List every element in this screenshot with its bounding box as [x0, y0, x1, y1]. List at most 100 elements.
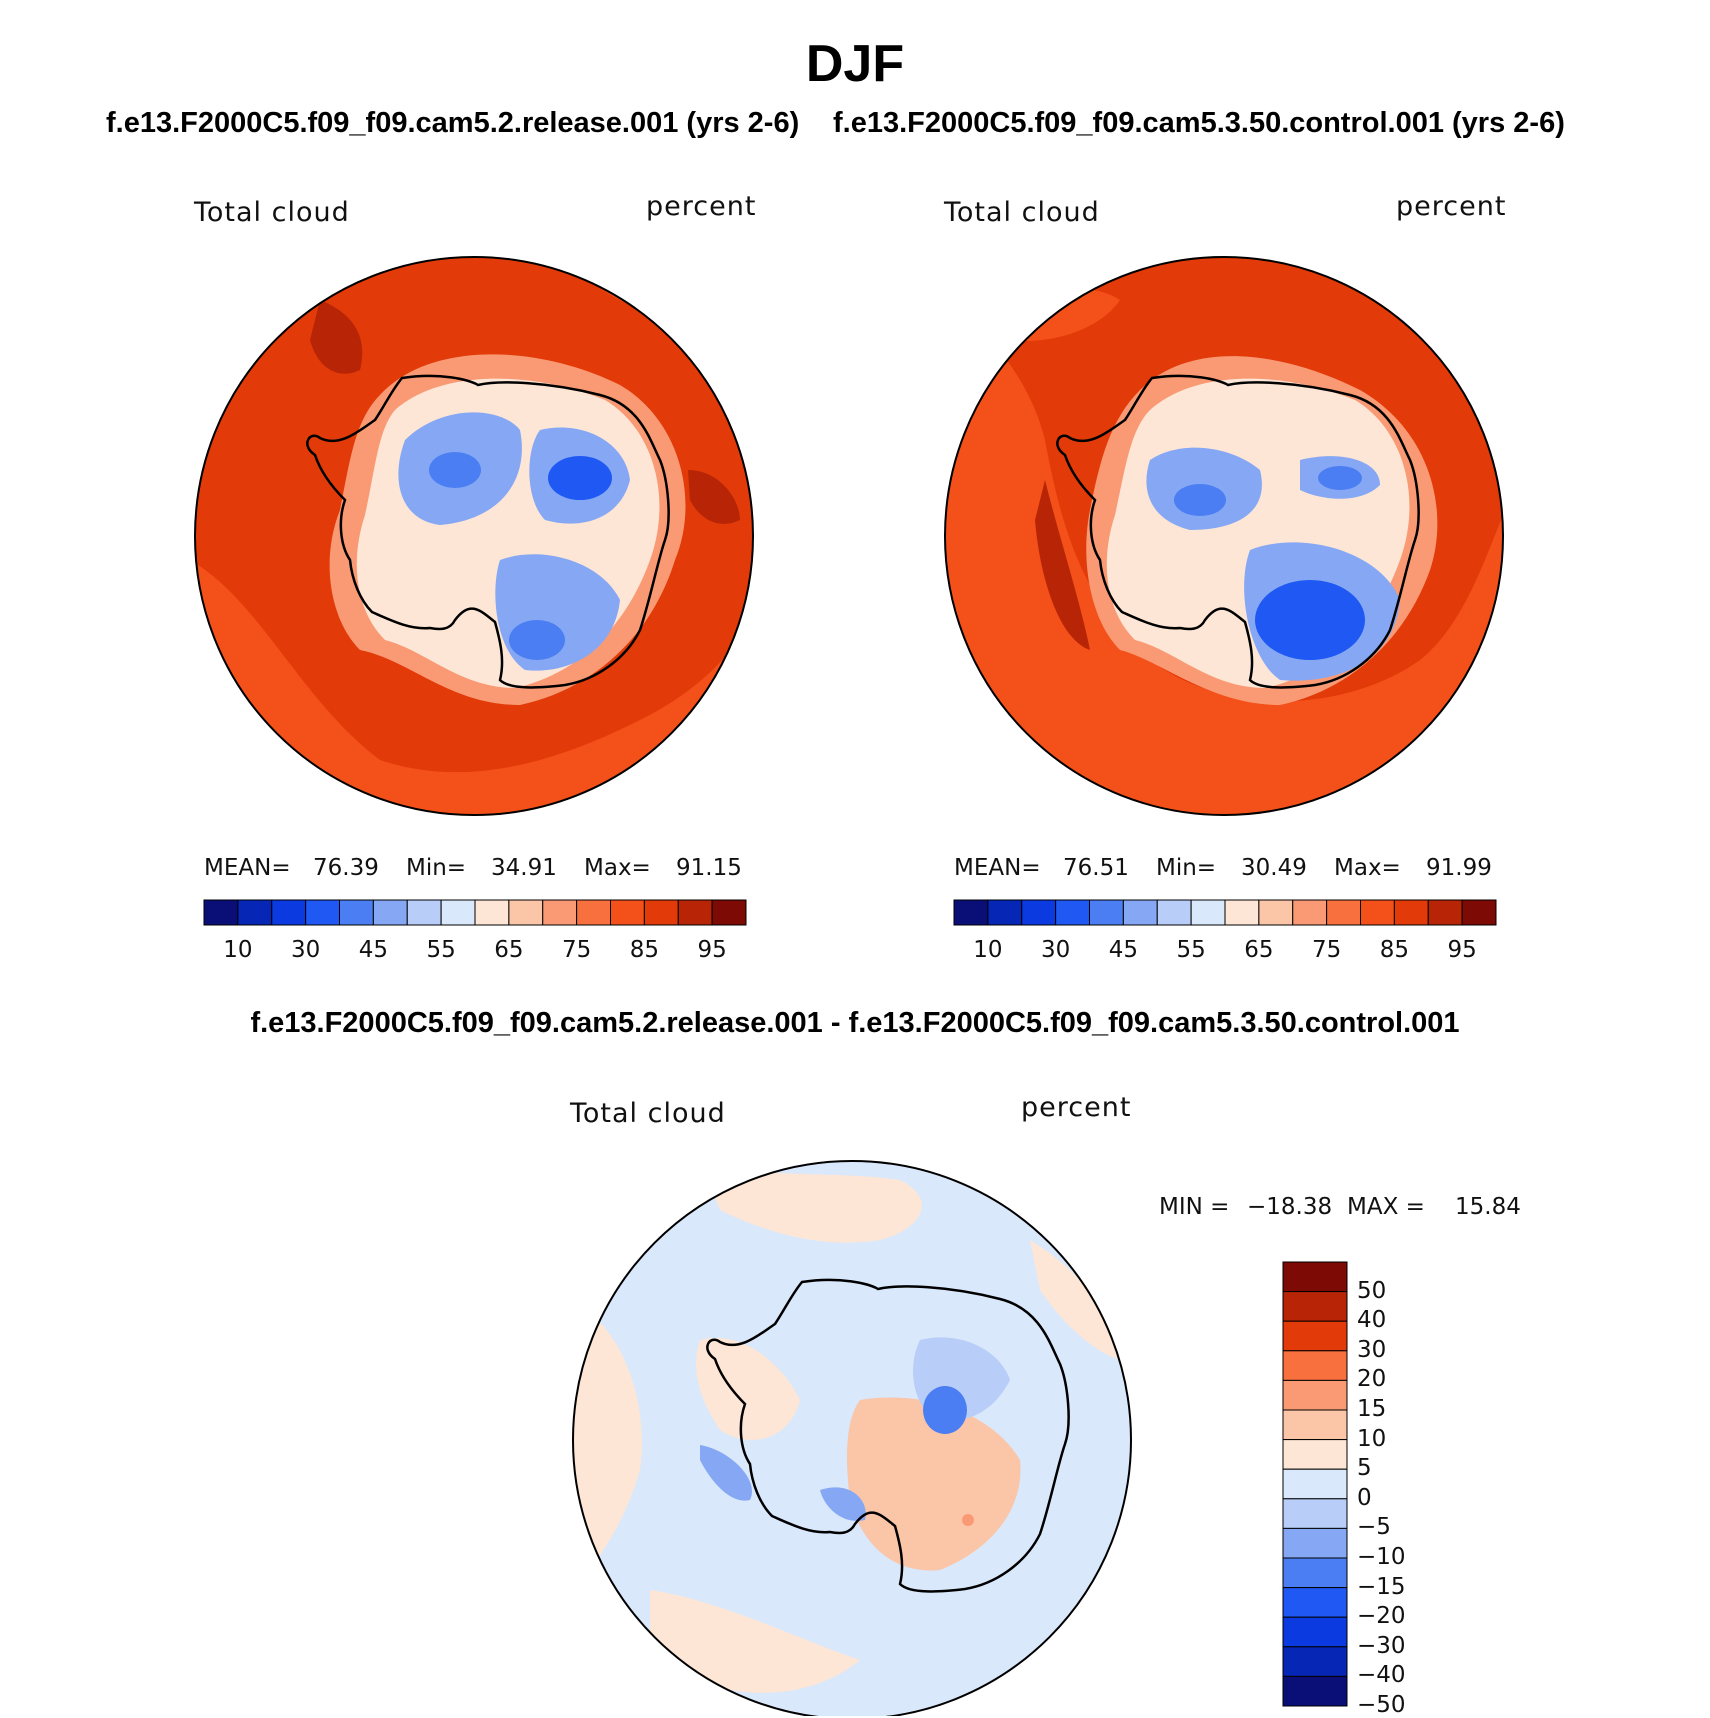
panel3-colorbar-tick-label: −5	[1357, 1514, 1391, 1541]
panel3-colorbar-tick-label: 10	[1357, 1425, 1387, 1452]
panel2-colorbar-box	[1089, 899, 1124, 926]
panel3-colorbar-box	[1282, 1439, 1348, 1470]
panel2-colorbar-tick-label: 95	[1447, 937, 1477, 963]
panel2-mean-value: 76.51	[1063, 855, 1129, 881]
panel2-colorbar-tick-label: 85	[1379, 937, 1410, 963]
panel1-max-label: Max=	[584, 855, 651, 881]
panel2-colorbar-tick-label: 45	[1108, 937, 1139, 963]
panel3-colorbar-box	[1282, 1587, 1348, 1618]
panel1-colorbar-tick-label: 65	[494, 937, 524, 963]
panel1-colorbar-box	[305, 899, 340, 926]
panel2-colorbar-box	[1156, 899, 1192, 926]
panel2-colorbar-box	[1360, 899, 1395, 926]
panel3-colorbar-tick-label: −10	[1357, 1544, 1406, 1570]
panel2-colorbar-box	[1326, 899, 1361, 926]
panel2-colorbar	[953, 899, 1497, 926]
panel2-min-label: Min=	[1156, 855, 1217, 881]
panel2-coastline	[1056, 374, 1420, 689]
panel3-colorbar-box	[1282, 1557, 1348, 1589]
panel2-min-value: 30.49	[1241, 855, 1307, 881]
panel3-east-warm	[1030, 1240, 1120, 1360]
panel1-colorbar-box	[711, 899, 747, 926]
panel2-max-value: 91.99	[1426, 855, 1492, 881]
panel2-colorbar-box	[1021, 899, 1057, 926]
panel1-coastline	[306, 374, 670, 689]
panel1-variable-label: Total cloud	[194, 197, 350, 228]
panel3-colorbar-tick-label: −30	[1357, 1632, 1406, 1659]
panel3-colorbar-box	[1282, 1379, 1348, 1411]
panel2-blue-core-1	[1255, 580, 1365, 660]
panel3-colorbar-tick-label: −15	[1357, 1573, 1406, 1600]
panel3-colorbar-tick-label: 0	[1357, 1484, 1372, 1511]
panel1-colorbar-box	[406, 899, 442, 926]
panel2-colorbar-tick-label: 65	[1244, 937, 1274, 963]
panel1-min-label: Min=	[406, 855, 467, 881]
panel1-colorbar-box	[677, 899, 713, 926]
panel2-colorbar-box	[1122, 899, 1158, 926]
panel2-blue-core-3	[1318, 466, 1362, 490]
panel1-mean-value: 76.39	[313, 855, 379, 881]
panel3-north-warm	[700, 1161, 922, 1243]
panel1-blue-core-3	[429, 452, 481, 488]
panel1-colorbar-box	[271, 899, 307, 926]
panel1-colorbar-box	[610, 899, 645, 926]
panel1-colorbar-tick-label: 85	[629, 937, 660, 963]
panel2-colorbar-box	[1427, 899, 1463, 926]
panel1-min-value: 34.91	[491, 855, 557, 881]
panel3-cool-coast	[820, 1487, 866, 1521]
panel3-colorbar	[1282, 1261, 1348, 1707]
panel3-cool-west	[700, 1445, 752, 1501]
panel1-colorbar-box	[372, 899, 408, 926]
panel1-colorbar-tick-label: 10	[223, 937, 253, 963]
panel1-colorbar-box	[542, 899, 578, 926]
panel1-colorbar-box	[576, 899, 611, 926]
panel3-colorbar-tick-label: 40	[1357, 1307, 1387, 1334]
panel3-inland-warm	[696, 1338, 800, 1440]
panel2-colorbar-tick-label: 30	[1040, 937, 1071, 963]
panel3-colorbar-box	[1282, 1291, 1348, 1322]
panel3-warm-anomaly	[847, 1397, 1021, 1571]
panel3-colorbar-tick-label: 5	[1357, 1455, 1372, 1482]
case2-title: f.e13.F2000C5.f09_f09.cam5.3.50.control.…	[833, 107, 1565, 139]
panel2-colorbar-box	[987, 899, 1023, 926]
panel3-colorbar-box	[1282, 1675, 1348, 1707]
panel3-max-label: MAX =	[1347, 1194, 1425, 1220]
panel1-colorbar-tick-label: 55	[426, 937, 456, 963]
panel3-colorbar-tick-label: 15	[1357, 1396, 1387, 1422]
panel3-colorbar-box	[1282, 1320, 1348, 1352]
panel1-southern-band	[195, 560, 753, 815]
panel2-colorbar-tick-label: 55	[1176, 937, 1206, 963]
panel2-colorbar-tick-label: 10	[973, 937, 1003, 963]
panel3-colorbar-box	[1282, 1350, 1348, 1381]
panel3-colorbar-tick-label: −20	[1357, 1603, 1406, 1630]
panel3-colorbar-tick-label: −50	[1357, 1692, 1406, 1718]
panel1-blue-core-1	[548, 456, 612, 500]
panel3-map-border	[572, 1160, 1132, 1716]
diff-title: f.e13.F2000C5.f09_f09.cam5.2.release.001…	[250, 1007, 1460, 1039]
panel1-colorbar-box	[440, 899, 476, 926]
panel3-colorbar-box	[1282, 1527, 1348, 1559]
panel2-colorbar-box	[1461, 899, 1497, 926]
panel1-mean-label: MEAN=	[204, 855, 291, 881]
panel1-dark-patch	[310, 300, 363, 374]
panel1-colorbar-tick-label: 95	[697, 937, 727, 963]
panel3-colorbar-tick-label: 50	[1357, 1277, 1387, 1304]
panel3-map	[573, 1161, 1131, 1716]
panel1-colorbar-box	[237, 899, 273, 926]
panel1-colorbar-tick-label: 30	[290, 937, 321, 963]
panel1-colorbar	[203, 899, 747, 926]
panel3-warm-core	[962, 1514, 974, 1526]
panel2-mean-label: MEAN=	[954, 855, 1041, 881]
panel2-blue-core-2	[1174, 484, 1226, 516]
panel3-south-warm	[650, 1590, 860, 1693]
panel3-colorbar-box	[1282, 1616, 1348, 1648]
panel2-colorbar-tick-label: 75	[1311, 937, 1342, 963]
panel3-min-label: MIN =	[1159, 1194, 1230, 1220]
panel3-min-value: −18.38	[1247, 1194, 1333, 1220]
panel3-colorbar-box	[1282, 1646, 1348, 1677]
panel2-dark-streak	[1035, 480, 1090, 650]
panel2-map-border	[944, 256, 1504, 816]
panel3-max-value: 15.84	[1455, 1194, 1521, 1220]
panel2-variable-label: Total cloud	[944, 197, 1100, 228]
panel2-colorbar-box	[1224, 899, 1260, 926]
